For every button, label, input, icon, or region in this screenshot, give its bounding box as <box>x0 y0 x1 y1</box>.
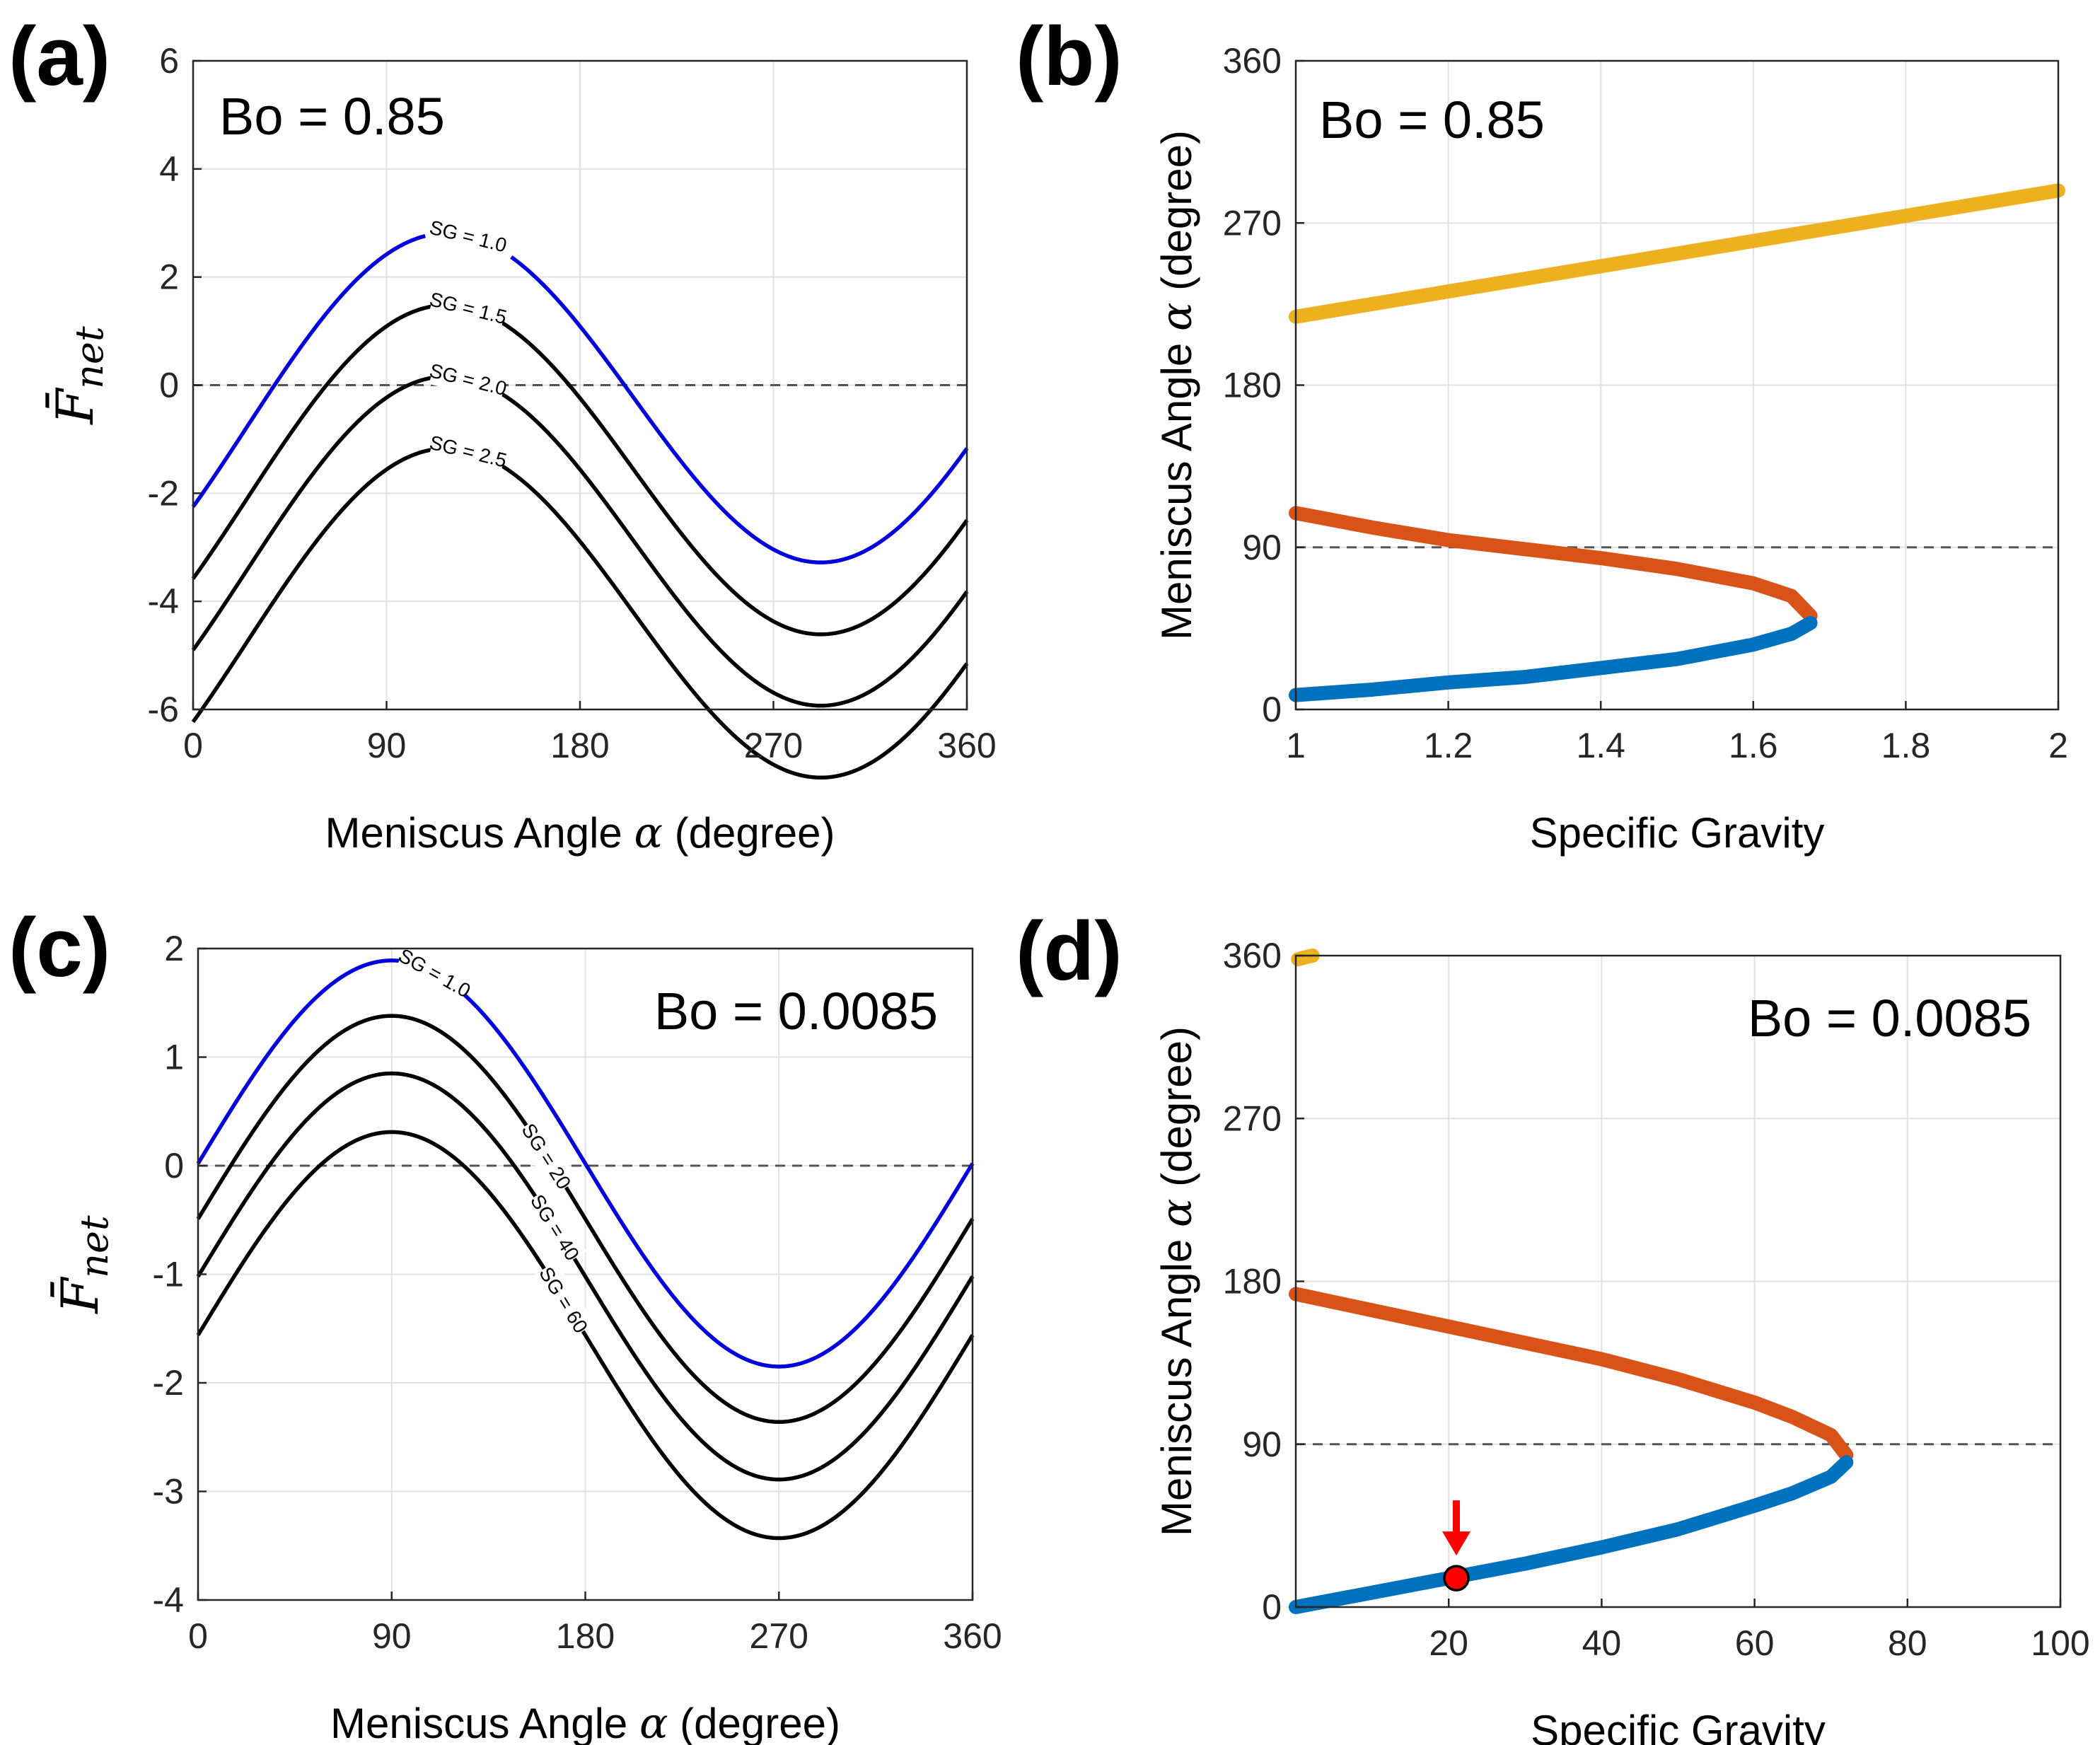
bond-number-annotation: Bo = 0.85 <box>219 87 445 146</box>
y-tick-label: -6 <box>148 690 179 729</box>
series-line-3 <box>191 374 969 708</box>
y-tick-label: -4 <box>148 581 179 621</box>
y-tick-label: -4 <box>153 1580 184 1620</box>
y-tick-label: -1 <box>153 1255 184 1294</box>
series-line-2 <box>191 303 969 637</box>
x-axis-label: Meniscus Angle α (degree) <box>325 808 835 858</box>
x-tick-label: 2 <box>2048 726 2068 765</box>
x-tick-label: 180 <box>550 726 609 765</box>
y-tick-label: 4 <box>159 149 179 189</box>
x-tick-label: 180 <box>556 1616 615 1656</box>
x-tick-label: 360 <box>937 726 996 765</box>
series-line-1 <box>440 975 975 1369</box>
marker-point <box>1443 1565 1470 1592</box>
x-tick-label: 1 <box>1286 726 1306 765</box>
x-tick-label: 0 <box>183 726 203 765</box>
x-tick-label: 1.2 <box>1424 726 1473 765</box>
bond-number-annotation: Bo = 0.0085 <box>1748 989 2031 1048</box>
y-tick-label: 270 <box>1223 203 1282 243</box>
y-tick-label: -3 <box>153 1472 184 1512</box>
series-line-4 <box>191 446 969 780</box>
y-tick-label: 0 <box>1262 690 1282 729</box>
series-line-1 <box>191 233 426 509</box>
x-tick-label: 20 <box>1429 1623 1468 1663</box>
y-axis-label: F̄net <box>45 326 112 426</box>
panel-a: SG = 1.0SG = 1.5SG = 2.0SG = 2.50 90 180 27… <box>8 10 997 858</box>
y-axis-label: F̄net <box>50 1215 117 1315</box>
x-tick-label: 1.4 <box>1576 726 1625 765</box>
marker-arrow-icon <box>1442 1531 1471 1556</box>
bond-number-annotation: Bo = 0.0085 <box>654 982 938 1040</box>
x-tick-label: 0 <box>188 1616 208 1656</box>
panel-letter: (d) <box>1016 905 1122 998</box>
series-points-1 <box>1289 183 2065 324</box>
y-tick-label: 180 <box>1223 1262 1282 1301</box>
series-line-1 <box>510 255 969 564</box>
y-tick-label: 6 <box>159 41 179 81</box>
series-points-3 <box>1289 615 1818 702</box>
y-tick-label: 180 <box>1223 366 1282 405</box>
y-tick-label: 1 <box>164 1038 184 1077</box>
y-tick-label: -2 <box>148 473 179 513</box>
x-tick-label: 60 <box>1735 1623 1775 1663</box>
x-tick-label: 270 <box>744 726 803 765</box>
series-points-3 <box>1289 1455 1854 1614</box>
y-axis-label: Meniscus Angle α (degree) <box>1152 1026 1202 1536</box>
panel-d: 20 40 60 80 100 0 90 180 270 360 Specific Gravity M… <box>1016 905 2090 1745</box>
y-tick-label: 0 <box>1262 1587 1282 1627</box>
y-tick-label: -2 <box>153 1363 184 1403</box>
bond-number-annotation: Bo = 0.85 <box>1319 91 1545 149</box>
x-axis-label: Meniscus Angle α (degree) <box>330 1699 840 1745</box>
x-tick-label: 90 <box>367 726 407 765</box>
series-line-3 <box>196 1071 975 1482</box>
panel-letter: (b) <box>1016 10 1122 103</box>
panel-letter: (c) <box>8 901 110 995</box>
x-axis-label: Specific Gravity <box>1530 809 1825 857</box>
x-tick-label: 270 <box>750 1616 808 1656</box>
x-tick-label: 90 <box>372 1616 412 1656</box>
x-tick-label: 80 <box>1888 1623 1927 1663</box>
x-tick-label: 1.8 <box>1881 726 1931 765</box>
x-tick-label: 40 <box>1582 1623 1622 1663</box>
y-tick-label: 2 <box>159 257 179 297</box>
series-line-2 <box>196 1014 975 1425</box>
series-line-1 <box>196 958 429 1165</box>
x-axis-label: Specific Gravity <box>1531 1707 1826 1745</box>
y-tick-label: 2 <box>164 929 184 968</box>
y-tick-label: 270 <box>1223 1098 1282 1138</box>
panel-b: 1 1.2 1.4 1.6 1.8 2 0 90 180 270 360 Specific Gravi… <box>1016 10 2068 857</box>
series-points-2 <box>1289 1287 1854 1463</box>
y-tick-label: 360 <box>1223 41 1282 81</box>
series-line-4 <box>196 1130 975 1541</box>
x-tick-label: 360 <box>943 1616 1002 1656</box>
y-tick-label: 90 <box>1242 528 1282 567</box>
y-tick-label: 0 <box>159 366 179 405</box>
x-tick-label: 1.6 <box>1729 726 1778 765</box>
series-points-2 <box>1289 506 1818 623</box>
y-tick-label: 360 <box>1223 936 1282 975</box>
panel-letter: (a) <box>8 10 110 103</box>
y-tick-label: 90 <box>1242 1425 1282 1464</box>
y-tick-label: 0 <box>164 1146 184 1185</box>
y-axis-label: Meniscus Angle α (degree) <box>1152 130 1202 640</box>
x-tick-label: 100 <box>2031 1623 2089 1663</box>
